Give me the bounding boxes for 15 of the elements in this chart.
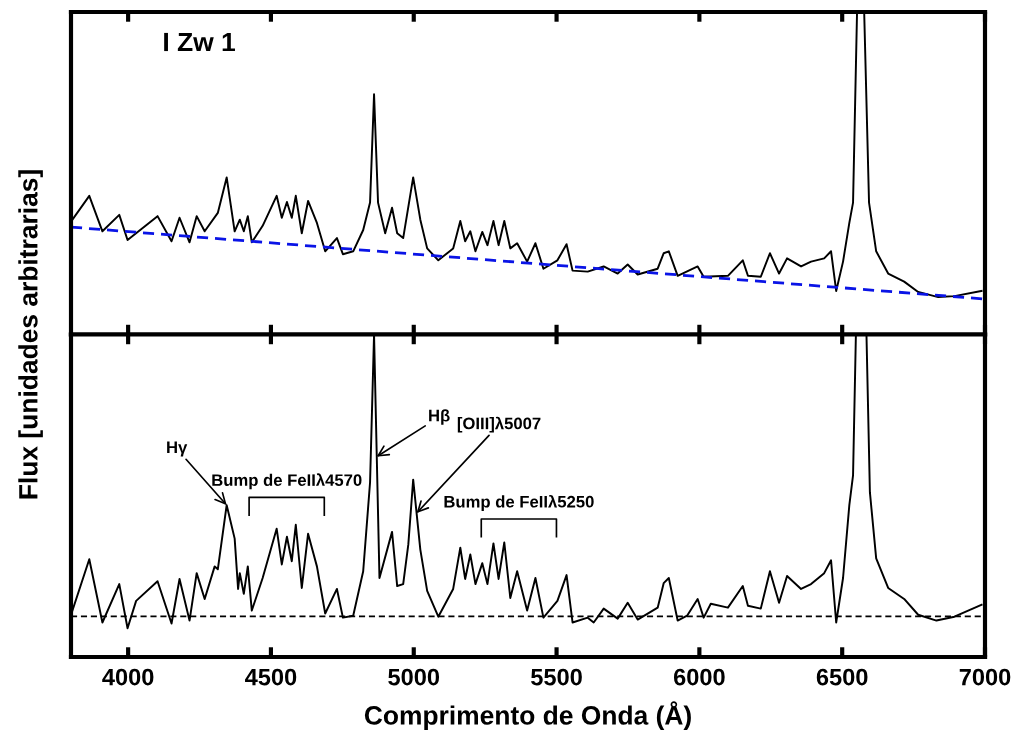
text: I Zw 1 bbox=[164, 32, 235, 52]
x-tick-label: 5500 bbox=[531, 668, 582, 686]
x-axis-title: Comprimento de Onda (Å) bbox=[364, 701, 691, 730]
annotation: Hγ bbox=[167, 441, 188, 457]
y-axis-title: Flux [unidades arbitrarias] bbox=[18, 170, 43, 499]
x-tick-label: 7000 bbox=[959, 668, 1011, 686]
x-tick-label: 6000 bbox=[673, 668, 725, 686]
x-tick-label: 6500 bbox=[816, 668, 868, 686]
annotation: Bump de FeIIλ5250 bbox=[444, 494, 594, 511]
annotation: [OIII]λ5007 bbox=[457, 416, 541, 433]
annotation: Hβ bbox=[429, 409, 450, 425]
x-tick-label: 4000 bbox=[102, 668, 154, 686]
x-tick-label: 4500 bbox=[245, 668, 297, 686]
annotation: Bump de FeIIλ4570 bbox=[212, 473, 362, 490]
x-tick-label: 5000 bbox=[388, 668, 440, 686]
